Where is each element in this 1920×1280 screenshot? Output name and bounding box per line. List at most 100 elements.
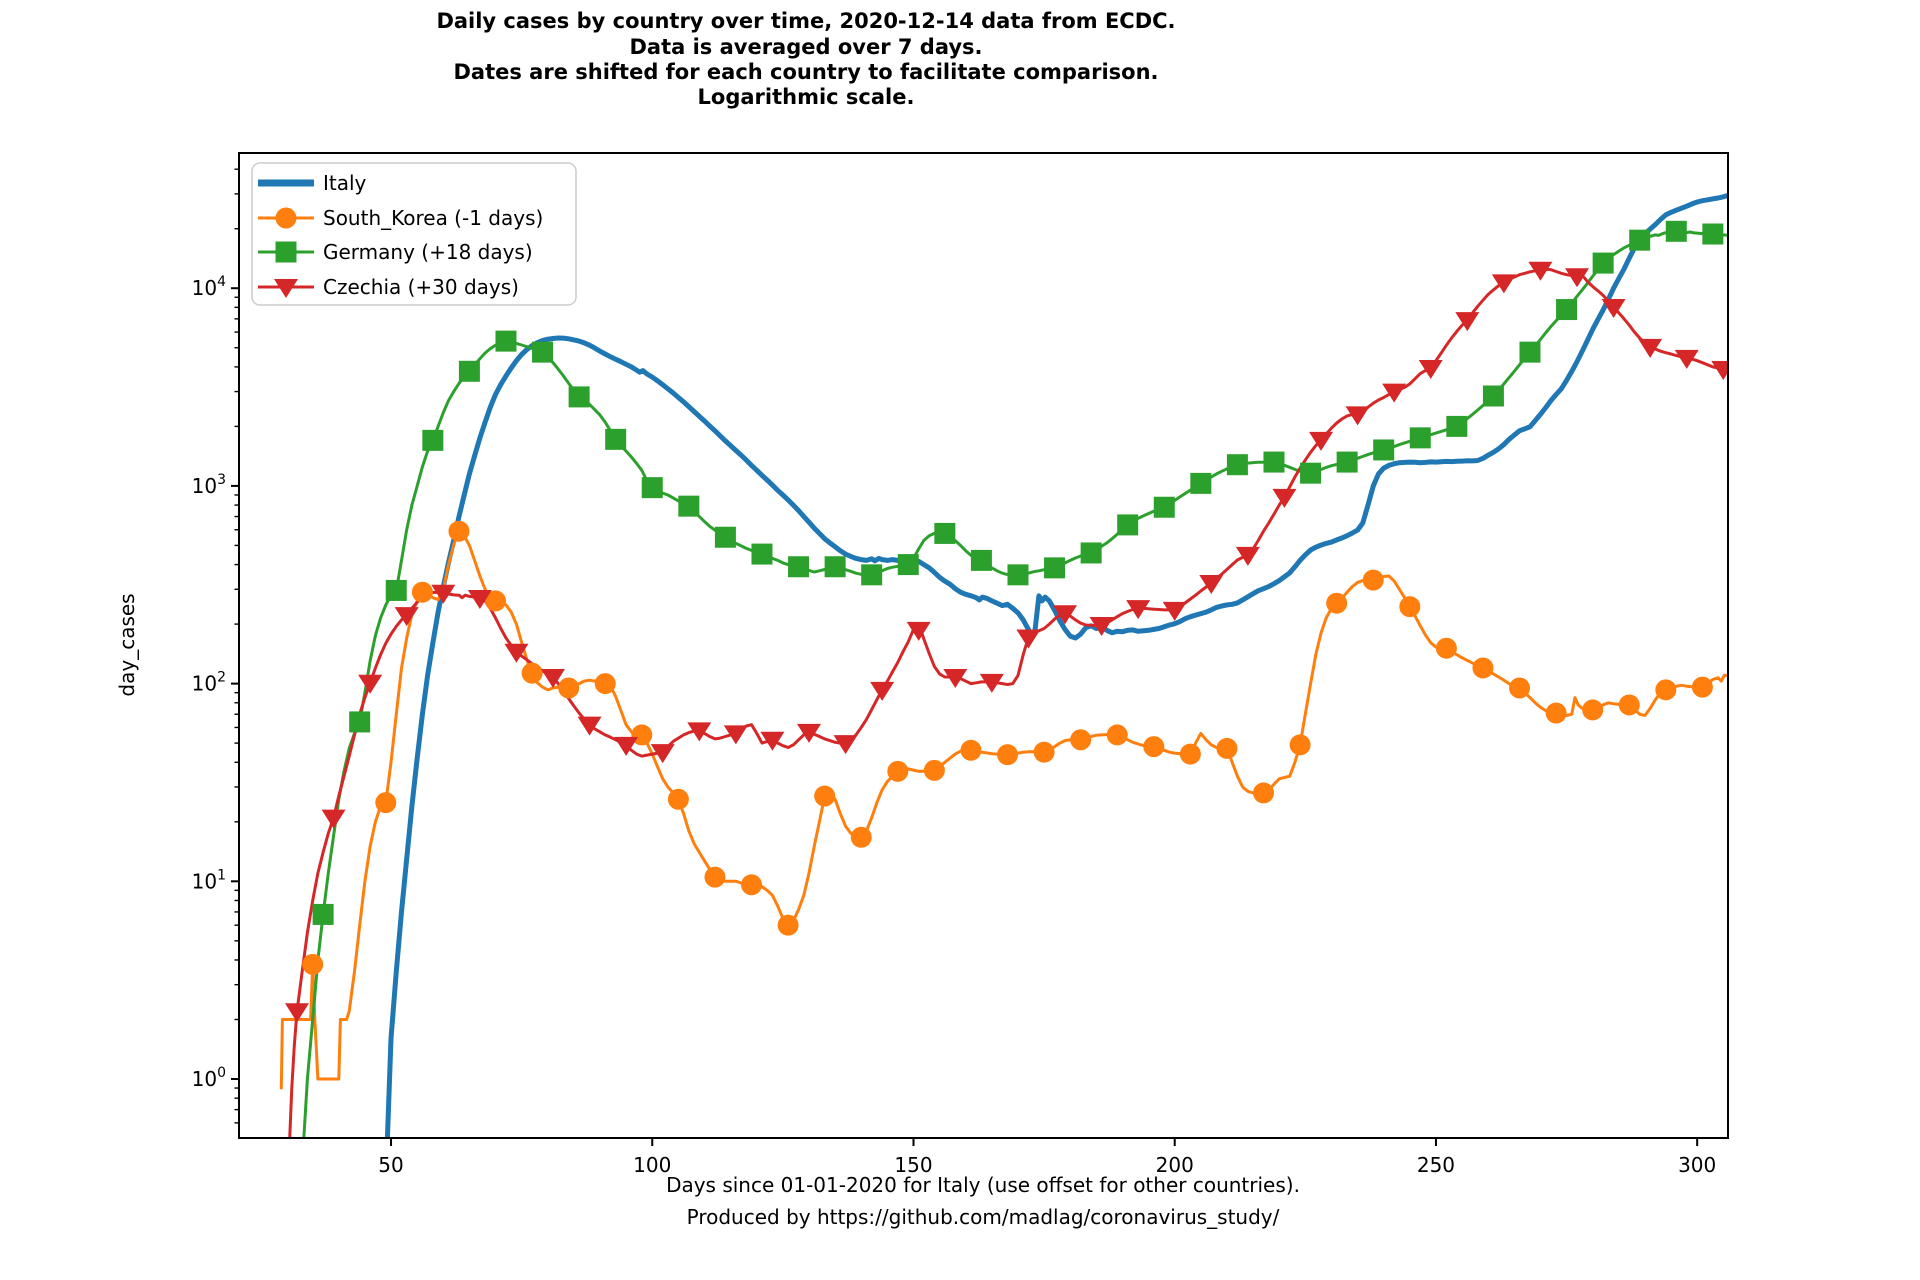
x-tick-label: 50	[378, 1153, 403, 1177]
x-tick-label: 300	[1678, 1153, 1716, 1177]
x-tick-label: 200	[1156, 1153, 1194, 1177]
series-czechia-30-days-marker	[1126, 600, 1151, 620]
series-south-korea-1-days-marker	[558, 677, 580, 699]
legend: Italy South_Korea (-1 days) Germany (+18 d…	[251, 162, 577, 306]
series-germany-18-days-marker	[1629, 229, 1651, 251]
series-czechia-30-days-marker	[1528, 261, 1553, 281]
series-germany-18-days-marker	[1592, 252, 1614, 274]
series-south-korea-1-days-marker	[1326, 592, 1348, 614]
series-south-korea-1-days-marker	[1289, 734, 1311, 756]
series-germany-18-days-marker	[458, 360, 480, 382]
legend-square-marker	[275, 241, 297, 263]
series-south-korea-1-days-marker	[1399, 596, 1421, 618]
series-czechia-30-days-marker	[504, 643, 529, 663]
series-south-korea-1-days-marker	[923, 759, 945, 781]
y-tick-label: 104	[192, 274, 226, 300]
x-axis-label: Days since 01-01-2020 for Italy (use off…	[666, 1173, 1300, 1197]
series-germany-18-days-marker	[1336, 451, 1358, 473]
series-south-korea-1-days-marker	[960, 739, 982, 761]
series-germany-18-days-marker	[495, 330, 517, 352]
series-czechia-30-days-marker	[1016, 629, 1041, 649]
series-germany-18-days-marker	[788, 556, 810, 578]
series-south-korea-1-days-marker	[1435, 637, 1457, 659]
series-czechia-30-days-marker	[1272, 488, 1297, 508]
series-germany-18-days-marker	[824, 556, 846, 578]
plot-area	[239, 153, 1728, 1138]
series-germany-18-days-marker	[1446, 415, 1468, 437]
series-czechia-30-days-marker	[1565, 268, 1590, 288]
series-czechia-30-days-marker	[943, 668, 968, 688]
series-germany-18-days-marker	[1263, 451, 1285, 473]
series-germany-18-days-marker	[751, 543, 773, 565]
series-czechia-30-days-marker	[1089, 616, 1114, 636]
series-germany-18-days-marker	[1007, 564, 1029, 586]
series-germany-18-days-marker	[1556, 299, 1578, 321]
series-germany-18-days-marker	[312, 903, 334, 925]
axis-ticks: 50 100 150 200 250 300 100 101 102 103 104	[192, 168, 1716, 1177]
legend-label: Italy	[323, 171, 367, 195]
series-south-korea-1-days-marker	[1655, 679, 1677, 701]
y-tick-label: 100	[192, 1065, 226, 1091]
series-czechia-30-days-marker	[1674, 349, 1699, 369]
series-czechia-30-days-marker	[540, 668, 565, 688]
chart-title: Daily cases by country over time, 2020-1…	[436, 9, 1175, 109]
title-line-3: Dates are shifted for each country to fa…	[453, 60, 1158, 84]
series-south-korea-1-days-marker	[1362, 569, 1384, 591]
series-czechia-30-days-marker	[1199, 574, 1224, 594]
legend-item-south-korea-1-days: South_Korea (-1 days)	[258, 206, 543, 230]
markers-layer	[284, 220, 1728, 1023]
series-south-korea-1-days-marker	[448, 520, 470, 542]
series-germany-18-days-marker	[1226, 454, 1248, 476]
series-czechia-30-days-marker	[1345, 406, 1370, 426]
title-line-2: Data is averaged over 7 days.	[629, 35, 982, 59]
series-south-korea-1-days-marker	[594, 673, 616, 695]
series-germany-18-days-marker	[1373, 439, 1395, 461]
series-germany-18-days-marker	[1519, 341, 1541, 363]
legend-item-germany-18-days: Germany (+18 days)	[258, 240, 533, 264]
series-czechia-30-days-marker	[906, 621, 931, 641]
title-line-4: Logarithmic scale.	[698, 85, 915, 109]
x-tick-label: 100	[633, 1153, 671, 1177]
series-czechia-30-days-marker	[687, 722, 712, 742]
series-south-korea-1-days-marker	[1472, 657, 1494, 679]
series-germany-18-days-marker	[678, 495, 700, 517]
series-czechia-30-days-marker	[284, 1003, 309, 1023]
series-czechia-30-days-marker	[1638, 338, 1663, 358]
series-czechia-30-days-marker	[796, 723, 821, 743]
series-czechia-30-days-marker	[467, 590, 492, 610]
series-germany-18-days-marker	[1482, 385, 1504, 407]
series-germany-18-days-marker	[970, 549, 992, 571]
series-south-korea-1-days-marker	[704, 866, 726, 888]
series-czechia-30-days-marker	[870, 681, 895, 701]
series-south-korea-1-days-marker	[1143, 736, 1165, 758]
plot-frame	[238, 152, 1729, 1139]
series-south-korea-1-days-marker	[1618, 694, 1640, 716]
series-south-korea-1-days-marker	[485, 590, 507, 612]
series-south-korea-1-days-marker	[814, 785, 836, 807]
legend-label: South_Korea (-1 days)	[323, 206, 543, 230]
series-germany-18-days-marker	[1702, 223, 1724, 245]
series-germany-18-days-marker	[861, 564, 883, 586]
series-germany-18-days-marker	[1190, 472, 1212, 494]
series-germany-18-days-marker	[605, 428, 627, 450]
series-south-korea-1-days-marker	[741, 874, 763, 896]
legend-item-czechia-30-days: Czechia (+30 days)	[258, 275, 519, 299]
series-czechia-30-days-marker	[1235, 546, 1260, 566]
series-germany-18-days-marker	[1409, 427, 1431, 449]
series-south-korea-1-days-marker	[302, 953, 324, 975]
series-czechia-30-days-marker	[321, 809, 346, 829]
series-germany-18-days-marker	[1080, 542, 1102, 564]
series-south-korea-1-days-marker	[1070, 729, 1092, 751]
legend-label: Czechia (+30 days)	[323, 275, 519, 299]
series-czechia-30-days-marker	[358, 674, 383, 694]
series-germany-18-days-marker	[1300, 462, 1322, 484]
legend-item-italy: Italy	[258, 171, 367, 195]
series-south-korea-1-days-line	[279, 529, 1728, 1090]
legend-triangle-down-marker	[274, 279, 298, 298]
series-south-korea-1-days-marker	[1509, 677, 1531, 699]
series-south-korea-1-days-marker	[850, 826, 872, 848]
series-south-korea-1-days-marker	[375, 792, 397, 814]
series-czechia-30-days-marker	[650, 744, 675, 764]
x-tick-label: 150	[894, 1153, 932, 1177]
